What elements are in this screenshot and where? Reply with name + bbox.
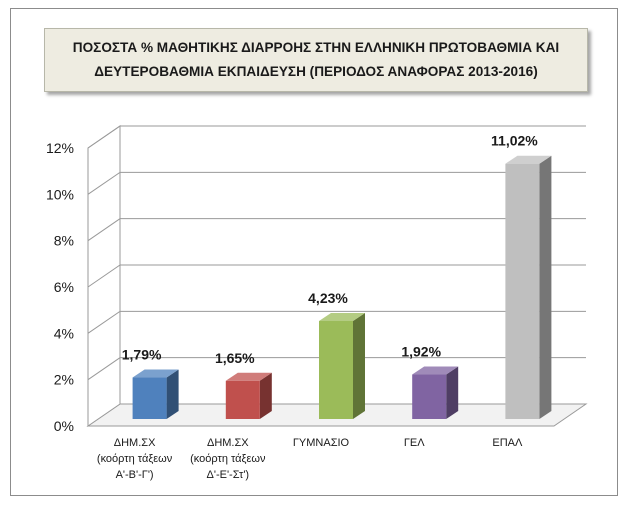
data-label: 1,65% xyxy=(215,350,255,366)
bar-top xyxy=(225,372,272,381)
gridline xyxy=(87,310,586,334)
x-category-label: Δ'-Ε'-Στ') xyxy=(207,469,250,481)
x-category-label: ΓΥΜΝΑΣΙΟ xyxy=(293,437,350,449)
y-tick-label: 12% xyxy=(46,140,74,156)
y-tick-label: 8% xyxy=(54,233,74,249)
gridline xyxy=(87,125,586,149)
bar-top xyxy=(412,366,459,375)
bar xyxy=(319,321,353,419)
bar-side xyxy=(446,366,459,419)
bar-side xyxy=(539,155,552,419)
data-label: 11,02% xyxy=(491,133,538,149)
gridline xyxy=(87,264,586,288)
y-tick-label: 6% xyxy=(54,279,74,295)
x-category-label: ΔΗΜ.ΣΧ xyxy=(114,437,156,449)
bar xyxy=(132,377,167,419)
y-tick-label: 0% xyxy=(54,418,74,434)
x-category-label: ΔΗΜ.ΣΧ xyxy=(207,437,249,449)
bar xyxy=(505,163,540,419)
bar-top xyxy=(319,313,365,322)
y-tick-label: 2% xyxy=(54,372,74,388)
chart-title-line-1: ΠΟΣΟΣΤΑ % ΜΑΘΗΤΙΚΗΣ ΔΙΑΡΡΟΗΣ ΣΤΗΝ ΕΛΛΗΝΙ… xyxy=(72,40,560,55)
bar-side xyxy=(166,369,179,419)
chart-title-line-2: ΔΕΥΤΕΡΟΒΑΘΜΙΑ ΕΚΠΑΙΔΕΥΣΗ (ΠΕΡΙΟΔΟΣ ΑΝΑΦΟ… xyxy=(94,64,538,79)
data-label: 1,79% xyxy=(122,347,162,363)
x-category-label: ΓΕΛ xyxy=(404,437,425,449)
y-tick-label: 4% xyxy=(54,325,74,341)
bar-side xyxy=(259,372,272,419)
bar-top xyxy=(505,155,552,164)
x-category-label: (κοόρτη τάξεων xyxy=(97,453,173,465)
x-category-label: (κοόρτη τάξεων xyxy=(190,453,266,465)
gridline xyxy=(87,171,586,195)
y-tick-label: 10% xyxy=(46,186,74,202)
gridline xyxy=(87,218,586,242)
data-label: 4,23% xyxy=(308,290,348,306)
bar-top xyxy=(132,369,179,378)
bar-side xyxy=(353,313,365,419)
x-category-label: Α'-Β'-Γ') xyxy=(116,469,154,481)
gridline xyxy=(87,357,586,381)
chart-title-box: ΠΟΣΟΣΤΑ % ΜΑΘΗΤΙΚΗΣ ΔΙΑΡΡΟΗΣ ΣΤΗΝ ΕΛΛΗΝΙ… xyxy=(44,28,588,92)
bar xyxy=(225,380,260,419)
data-label: 1,92% xyxy=(401,344,441,360)
x-category-label: ΕΠΑΛ xyxy=(492,437,523,449)
bar xyxy=(412,374,447,419)
